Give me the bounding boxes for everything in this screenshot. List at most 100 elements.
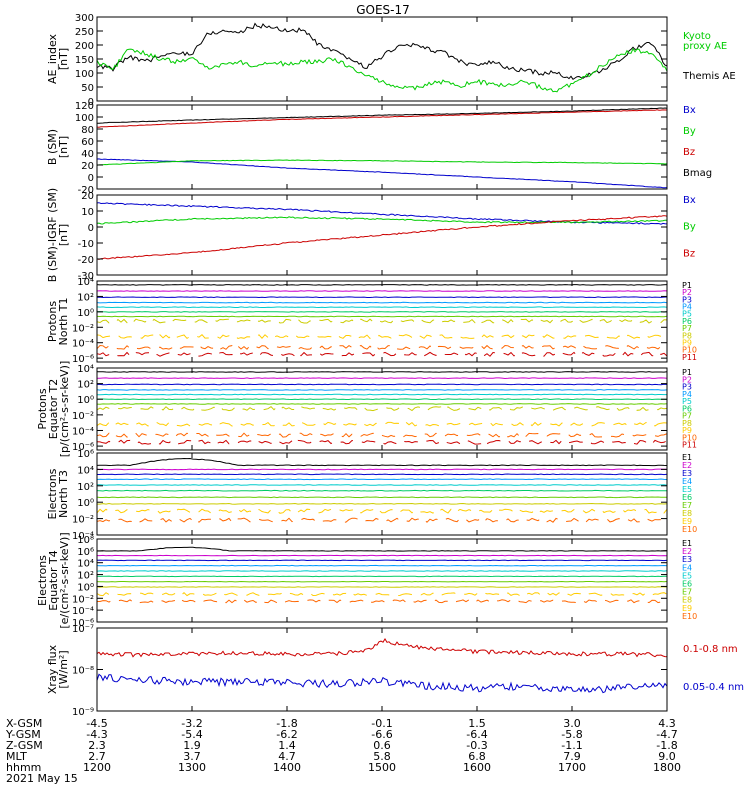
panel-frame: [96, 104, 668, 190]
legend-e8: E8: [682, 596, 692, 605]
panel-ae: 0 50 100 150 200 250 300 AE_index[nT] Kyotoproxy…: [46, 13, 736, 108]
legend-proxy-ae: proxy AE: [683, 41, 727, 52]
legend-p1: P1: [682, 368, 692, 377]
legend-p5: P5: [682, 397, 692, 406]
panel-data: [97, 457, 667, 523]
panel-data: [97, 22, 667, 93]
x-row-value: 4.7: [278, 750, 296, 763]
flux-channel-line: [97, 389, 667, 391]
y-tick-label: 120: [75, 101, 94, 112]
flux-channel-line: [97, 311, 667, 313]
series-line-bz: [97, 109, 667, 128]
flux-channel-line: [97, 517, 667, 523]
x-row-value: 3.0: [563, 717, 581, 730]
series-line-by: [97, 216, 667, 225]
y-tick-label: -30: [78, 271, 94, 282]
panel-data: [97, 638, 667, 694]
legend-e6: E6: [682, 493, 692, 502]
y-axis-label: Electrons: [36, 555, 49, 606]
legend-p3: P3: [682, 383, 692, 392]
flux-channel-line: [97, 592, 667, 597]
flux-channel-line: [97, 586, 667, 588]
x-row-value: -1.8: [276, 717, 297, 730]
y-tick-label: 60: [81, 137, 94, 148]
x-row-value: 1.5: [468, 717, 486, 730]
y-tick-label: -10: [78, 239, 94, 250]
y-tick-label: 40: [81, 149, 94, 160]
y-axis-label: [e/(cm²-s-sr-keV)]: [58, 532, 71, 628]
y-axis-label: [nT]: [57, 48, 70, 70]
x-row-value: -6.2: [276, 728, 297, 741]
legend-p9: P9: [682, 338, 692, 347]
flux-channel-line: [97, 301, 667, 304]
legend-e4: E4: [682, 477, 692, 486]
flux-channel-line: [97, 393, 667, 396]
flux-channel-line: [97, 546, 667, 552]
y-tick-label: 20: [81, 191, 94, 202]
x-row-value: 5.8: [373, 750, 391, 763]
y-tick-label: 100: [75, 69, 94, 80]
legend-kyoto: Kyoto: [683, 31, 711, 42]
x-row-value: -3.2: [181, 717, 202, 730]
panel-ee: 10⁸10⁶10⁴10²10⁰10⁻²10⁻⁴10⁻⁶ElectronsEqua…: [36, 532, 697, 629]
legend-e5: E5: [682, 571, 692, 580]
y-tick-label: 10⁻⁹: [72, 707, 94, 718]
y-tick-label: 10⁰: [77, 308, 94, 319]
y-tick-label: 10⁸: [77, 535, 94, 546]
series-line-bx: [97, 158, 667, 189]
legend-e4: E4: [682, 563, 692, 572]
legend-e2: E2: [682, 461, 692, 470]
legend-p4: P4: [682, 390, 692, 399]
x-row-value: 1800: [653, 761, 681, 774]
flux-channel-line: [97, 489, 667, 492]
y-tick-label: 10⁴: [77, 364, 94, 375]
x-row-value: 2.7: [88, 750, 106, 763]
x-row-value: 1.9: [183, 739, 201, 752]
x-row-label: X-GSM: [6, 717, 42, 730]
panel-data: [97, 284, 667, 357]
legend-p10: P10: [682, 433, 697, 442]
x-row-value: -0.3: [466, 739, 487, 752]
legend-0-1-0-8-nm: 0.1-0.8 nm: [683, 644, 738, 655]
y-tick-label: 10⁻⁴: [72, 531, 94, 542]
x-row-value: -4.5: [86, 717, 107, 730]
legend-p8: P8: [682, 419, 692, 428]
series-line-themis-ae: [97, 22, 667, 80]
legend-e10: E10: [682, 612, 697, 621]
legend-themis-ae: Themis AE: [682, 71, 736, 82]
y-axis-label: [nT]: [57, 136, 70, 158]
flux-channel-line: [97, 564, 667, 567]
legend-p6: P6: [682, 317, 692, 326]
x-row-value: 1.4: [278, 739, 296, 752]
x-row-value: -5.8: [561, 728, 582, 741]
series-line-kyoto-proxy-ae: [97, 47, 667, 93]
x-row-value: 1300: [178, 761, 206, 774]
y-axis-label: [W/m²]: [57, 650, 70, 688]
y-axis-label: Protons: [36, 388, 49, 429]
flux-channel-line: [97, 575, 667, 578]
panel-frame: [96, 16, 668, 102]
y-tick-label: -20: [78, 255, 94, 266]
x-row-value: -1.1: [561, 739, 582, 752]
series-line-bmag: [97, 107, 667, 124]
flux-channel-line: [97, 398, 667, 401]
y-axis-label: [p/(cm²-s-sr-keV)]: [58, 361, 71, 458]
series-line-by: [97, 159, 667, 166]
flux-channel-line: [97, 403, 667, 405]
flux-channel-line: [97, 484, 667, 486]
y-tick-label: 10⁻⁴: [72, 339, 94, 350]
x-row-value: 4.3: [658, 717, 676, 730]
legend-by: By: [683, 222, 696, 233]
y-tick-label: 10⁻⁸: [72, 666, 94, 677]
y-axis-label: North T1: [57, 298, 70, 346]
x-row-value: 3.7: [183, 750, 201, 763]
legend-p11: P11: [682, 441, 697, 450]
legend-e7: E7: [682, 588, 692, 597]
y-tick-label: 200: [75, 41, 94, 52]
panel-frame: [96, 627, 668, 712]
legend-bz: Bz: [683, 248, 695, 259]
y-tick-label: 10⁴: [77, 277, 94, 288]
y-tick-label: 150: [75, 55, 94, 66]
y-tick-label: 100: [75, 113, 94, 124]
x-row-value: -4.7: [656, 728, 677, 741]
